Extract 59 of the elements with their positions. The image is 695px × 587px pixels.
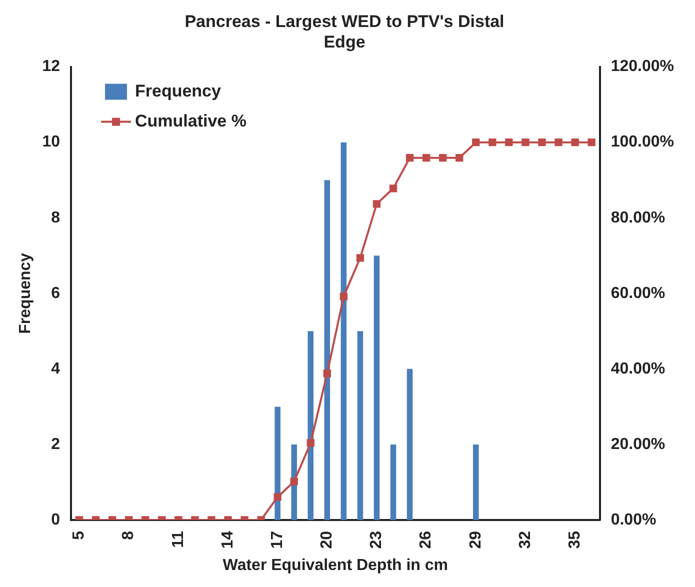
y-tick-label: 6 — [51, 284, 60, 302]
point — [571, 138, 579, 146]
y-axis-title: Frequency — [17, 252, 34, 334]
bar — [308, 331, 314, 520]
point — [488, 138, 496, 146]
y-tick-label: 8 — [51, 209, 60, 226]
y2-tick-label: 120.00% — [610, 58, 674, 76]
x-tick-label: 17 — [268, 530, 286, 549]
y2-tick-label: 20.00% — [610, 436, 666, 453]
point — [422, 154, 430, 162]
legend-label: Frequency — [134, 81, 222, 100]
point — [340, 292, 348, 300]
x-tick-label: 11 — [170, 530, 187, 548]
y-tick-label: 2 — [51, 436, 60, 453]
y2-tick-label: 80.00% — [610, 209, 666, 226]
point — [406, 154, 414, 162]
point — [306, 439, 314, 447]
x-tick-label: 35 — [566, 530, 584, 549]
bar — [324, 180, 330, 520]
point — [472, 138, 480, 146]
y2-tick-label: 60.00% — [610, 284, 666, 302]
bar — [472, 444, 479, 520]
y-tick-label: 4 — [51, 360, 60, 378]
point — [538, 138, 546, 146]
bar — [357, 331, 364, 520]
x-axis-title: Water Equivalent Depth in cm — [222, 556, 448, 574]
x-tick-label: 8 — [120, 530, 138, 540]
point — [439, 154, 447, 162]
bar — [274, 406, 280, 520]
x-tick-label: 23 — [368, 530, 386, 549]
bar — [390, 444, 396, 520]
point — [505, 138, 513, 146]
y2-tick-label: 100.00% — [610, 134, 674, 151]
point — [456, 154, 464, 162]
y2-tick-label: 0.00% — [610, 511, 656, 528]
x-tick-label: 14 — [219, 530, 236, 549]
chart-title: Pancreas - Largest WED to PTV's Distal Edge — [184, 12, 504, 52]
point — [323, 370, 331, 378]
point — [522, 138, 530, 146]
bar — [406, 368, 413, 520]
x-tick-label: 20 — [318, 530, 336, 549]
point — [372, 200, 381, 208]
point — [356, 254, 364, 262]
point — [274, 493, 282, 501]
legend-label: Cumulative % — [134, 111, 246, 130]
x-tick-label: 26 — [418, 530, 435, 549]
x-tick-label: 32 — [516, 530, 534, 549]
y-tick-label: 10 — [42, 134, 60, 151]
y2-tick-label: 40.00% — [610, 360, 666, 378]
x-tick-label: 29 — [467, 530, 484, 549]
x-tick-label: 5 — [70, 530, 88, 540]
bar — [340, 142, 347, 520]
point — [389, 184, 398, 192]
point — [290, 478, 298, 486]
y-tick-label: 12 — [42, 58, 60, 76]
point — [554, 138, 562, 146]
bar — [374, 256, 380, 520]
y-tick-label: 0 — [51, 511, 60, 528]
point — [588, 138, 596, 146]
